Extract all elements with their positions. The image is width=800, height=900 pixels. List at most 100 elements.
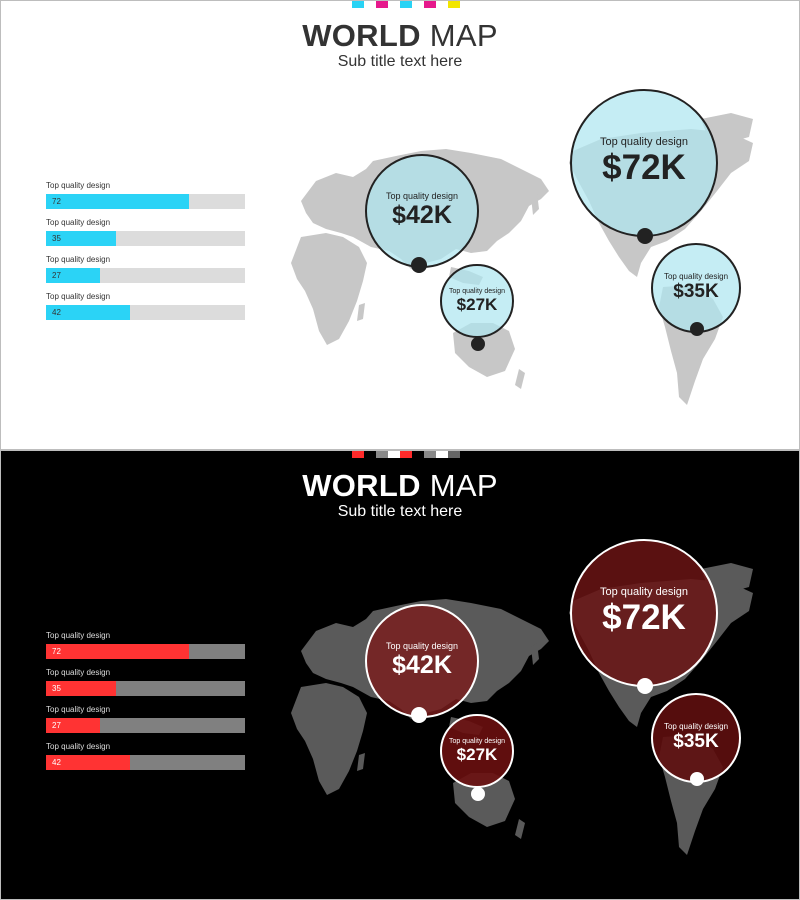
color-swatch: [364, 451, 376, 458]
bar-track: 42: [46, 305, 245, 320]
bubble-label: Top quality design $42K: [372, 641, 472, 680]
greenland-shape: [701, 563, 753, 593]
bubble-amount: $72K: [602, 598, 686, 637]
location-marker-icon: [637, 228, 653, 244]
slide-dark: WORLD MAP Sub title text here Top qualit…: [1, 451, 799, 899]
color-swatch: [412, 451, 424, 458]
location-marker-icon: [690, 322, 704, 336]
bar-label: Top quality design: [46, 218, 111, 227]
slide-light: WORLD MAP Sub title text here Top qualit…: [1, 1, 799, 449]
bar-label: Top quality design: [46, 631, 111, 640]
bar-track: 35: [46, 231, 245, 246]
color-swatch: [448, 451, 460, 458]
color-swatch: [436, 1, 448, 8]
bubble-label: Top quality design $27K: [437, 738, 517, 765]
color-swatch: [448, 1, 460, 8]
bubble-27k: [440, 714, 514, 801]
world-map: [291, 539, 753, 855]
bar-value: 72: [52, 197, 61, 206]
bubble-label: Top quality design $35K: [651, 722, 741, 753]
bar-fill: [46, 681, 116, 696]
color-swatch: [436, 451, 448, 458]
bar-label: Top quality design: [46, 292, 111, 301]
bar-label: Top quality design: [46, 255, 111, 264]
bar-label: Top quality design: [46, 668, 111, 677]
bubble-amount: $72K: [602, 148, 686, 187]
bar-fill: [46, 194, 190, 209]
bar-fill: [46, 231, 116, 246]
bubble-label: Top quality design $42K: [372, 191, 472, 230]
bar-track: 42: [46, 755, 245, 770]
title-bold: WORLD: [302, 468, 421, 503]
madagascar-shape: [357, 753, 365, 771]
page-subtitle: Sub title text here: [337, 53, 463, 70]
location-marker-icon: [411, 257, 427, 273]
japan-shape: [531, 193, 539, 215]
bar-fill: [46, 268, 100, 283]
bar-fill: [46, 755, 130, 770]
bubble-72k: [570, 89, 718, 244]
bar-value: 27: [52, 271, 61, 280]
color-swatch: [352, 451, 364, 458]
location-marker-icon: [690, 772, 704, 786]
bubble-caption: Top quality design: [385, 191, 459, 201]
bar-item: Top quality design 35: [46, 218, 246, 255]
bubble-caption: Top quality design: [663, 722, 729, 731]
color-swatch: [376, 1, 388, 8]
bubble-label: Top quality design $72K: [574, 136, 714, 188]
bar-fill: [46, 305, 130, 320]
bubble-caption: Top quality design: [663, 272, 729, 281]
bubble-amount: $42K: [392, 651, 452, 679]
bar-fill: [46, 644, 190, 659]
title-rest: MAP: [429, 468, 498, 503]
bubble-caption: Top quality design: [385, 641, 459, 651]
bar-label: Top quality design: [46, 742, 111, 751]
title-bold: WORLD: [302, 18, 421, 53]
color-swatch: [388, 1, 400, 8]
bar-value: 35: [52, 234, 61, 243]
bar-item: Top quality design 72: [46, 181, 246, 218]
color-swatch: [412, 1, 424, 8]
location-marker-icon: [471, 787, 485, 801]
bar-track: 72: [46, 194, 245, 209]
bar-value: 27: [52, 721, 61, 730]
bubble-35k: [651, 693, 741, 786]
bar-track: 35: [46, 681, 245, 696]
color-swatch: [388, 451, 400, 458]
bar-list: Top quality design 72 Top quality design…: [46, 631, 246, 779]
japan-shape: [531, 643, 539, 665]
bar-value: 72: [52, 647, 61, 656]
bubble-label: Top quality design $72K: [574, 586, 714, 638]
bar-list: Top quality design 72 Top quality design…: [46, 181, 246, 329]
bubble-caption: Top quality design: [448, 288, 506, 295]
color-strip: [352, 451, 460, 458]
greenland-shape: [701, 113, 753, 143]
location-marker-icon: [637, 678, 653, 694]
world-map: [291, 89, 753, 405]
bubble-amount: $35K: [673, 281, 719, 302]
bar-value: 35: [52, 684, 61, 693]
bar-item: Top quality design 42: [46, 742, 246, 779]
bubble-72k: [570, 539, 718, 694]
new-zealand-shape: [515, 819, 525, 839]
page-title: WORLD MAP: [1, 468, 799, 504]
bar-item: Top quality design 27: [46, 255, 246, 292]
color-strip: [352, 1, 460, 8]
page-subtitle: Sub title text here: [337, 503, 463, 520]
color-swatch: [400, 451, 412, 458]
africa-shape: [291, 233, 367, 345]
africa-shape: [291, 683, 367, 795]
bar-track: 27: [46, 268, 245, 283]
bubble-27k: [440, 264, 514, 351]
bar-item: Top quality design 72: [46, 631, 246, 668]
bubble-42k: [365, 604, 479, 723]
bubble-circle: [440, 714, 514, 788]
bubble-amount: $42K: [392, 201, 452, 229]
bubble-caption: Top quality design: [599, 586, 689, 598]
bubble-amount: $35K: [673, 731, 719, 752]
bubble-caption: Top quality design: [599, 136, 689, 148]
new-zealand-shape: [515, 369, 525, 389]
bar-item: Top quality design 27: [46, 705, 246, 742]
bar-label: Top quality design: [46, 181, 111, 190]
